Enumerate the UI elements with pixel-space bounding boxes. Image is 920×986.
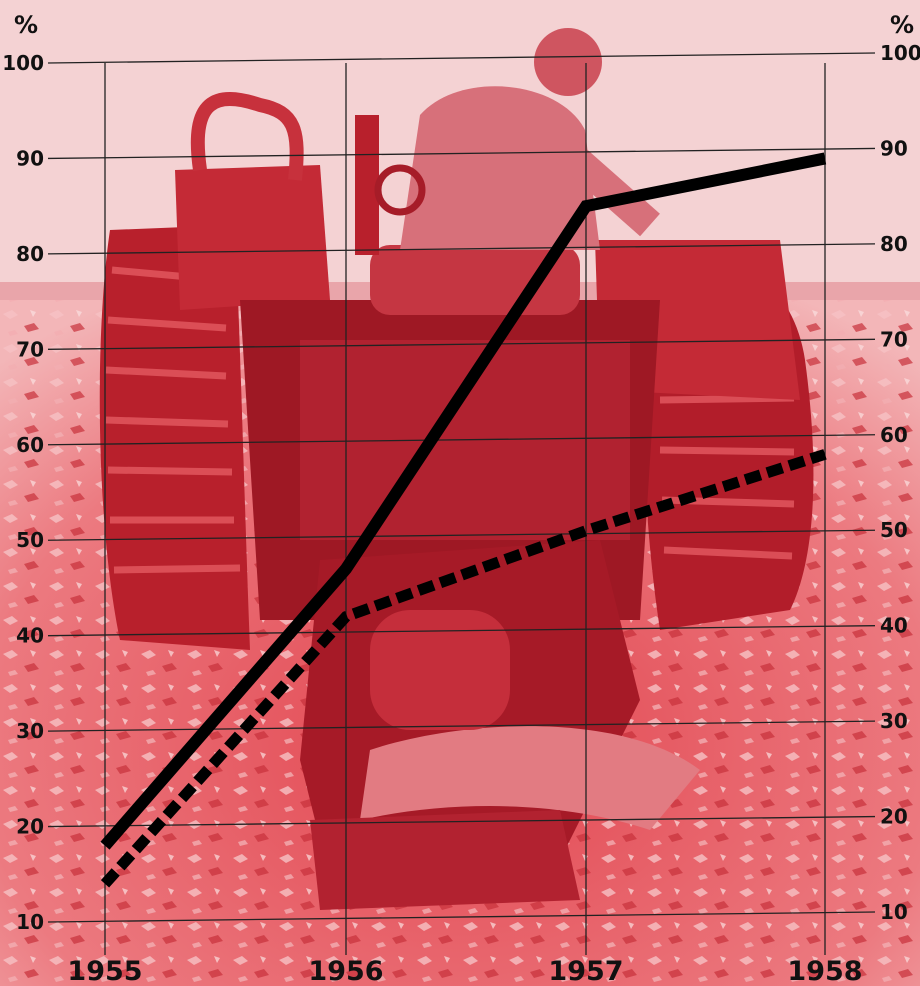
plough-share — [360, 726, 700, 830]
gridline-y — [47, 529, 876, 541]
driver-body — [400, 86, 600, 251]
y-tick-label-right: 60 — [880, 423, 908, 447]
gridline-y — [47, 52, 876, 64]
gridline-y — [47, 434, 876, 446]
y-tick-label-right: 10 — [880, 900, 908, 924]
y-tick-label-right: 30 — [880, 709, 908, 733]
y-tick-label-left: 60 — [16, 433, 44, 457]
y-tick-label-left: 30 — [16, 719, 44, 743]
plough-foot — [310, 810, 580, 910]
gridline-y — [47, 243, 876, 255]
y-tick-label-right: 40 — [880, 614, 908, 638]
grid — [47, 52, 876, 955]
y-tick-label-left: 50 — [16, 528, 44, 552]
y-tick-label-right: 100 — [880, 41, 920, 65]
y-unit-right: % — [890, 11, 914, 39]
gridline-y — [47, 625, 876, 637]
y-tick-label-right: 20 — [880, 805, 908, 829]
y-tick-label-left: 90 — [16, 146, 44, 170]
y-tick-label-left: 20 — [16, 815, 44, 839]
y-tick-label-right: 90 — [880, 136, 908, 160]
series-line-solid — [100, 152, 827, 850]
axis-labels: % % 10 10 20 20 30 30 40 40 50 50 60 60 70 70 80 80 90 90… — [2, 11, 920, 986]
left-tyre-tread — [105, 266, 241, 574]
y-tick-label-left: 10 — [16, 910, 44, 934]
driver-head — [534, 28, 602, 96]
driver-arm — [555, 138, 660, 237]
gridline-y — [47, 147, 876, 160]
left-rear-tyre — [99, 225, 250, 650]
x-tick-label: 1955 — [67, 956, 142, 986]
y-tick-label-left: 80 — [16, 242, 44, 266]
y-tick-label-right: 50 — [880, 518, 908, 542]
gridline-y — [47, 720, 876, 732]
plough-disc — [370, 610, 510, 730]
series-line-dashed — [100, 449, 827, 888]
y-tick-label-left: 40 — [16, 624, 44, 648]
x-tick-label: 1957 — [548, 956, 623, 986]
y-tick-label-left: 100 — [2, 51, 44, 75]
steering-wheel — [374, 164, 426, 216]
y-unit-left: % — [14, 11, 38, 39]
gridline-y — [47, 815, 876, 828]
grab-bar — [190, 92, 304, 181]
y-tick-label-left: 70 — [16, 337, 44, 361]
x-tick-label: 1958 — [787, 956, 862, 986]
y-tick-label-right: 80 — [880, 232, 908, 256]
x-tick-label: 1956 — [308, 956, 383, 986]
gridline-y — [47, 911, 876, 923]
gridline-y — [47, 338, 876, 350]
left-fender — [175, 165, 330, 310]
series-layer — [100, 152, 827, 888]
y-tick-label-right: 70 — [880, 327, 908, 351]
